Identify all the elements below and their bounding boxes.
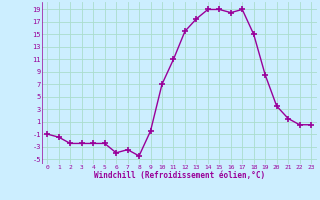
X-axis label: Windchill (Refroidissement éolien,°C): Windchill (Refroidissement éolien,°C): [94, 171, 265, 180]
